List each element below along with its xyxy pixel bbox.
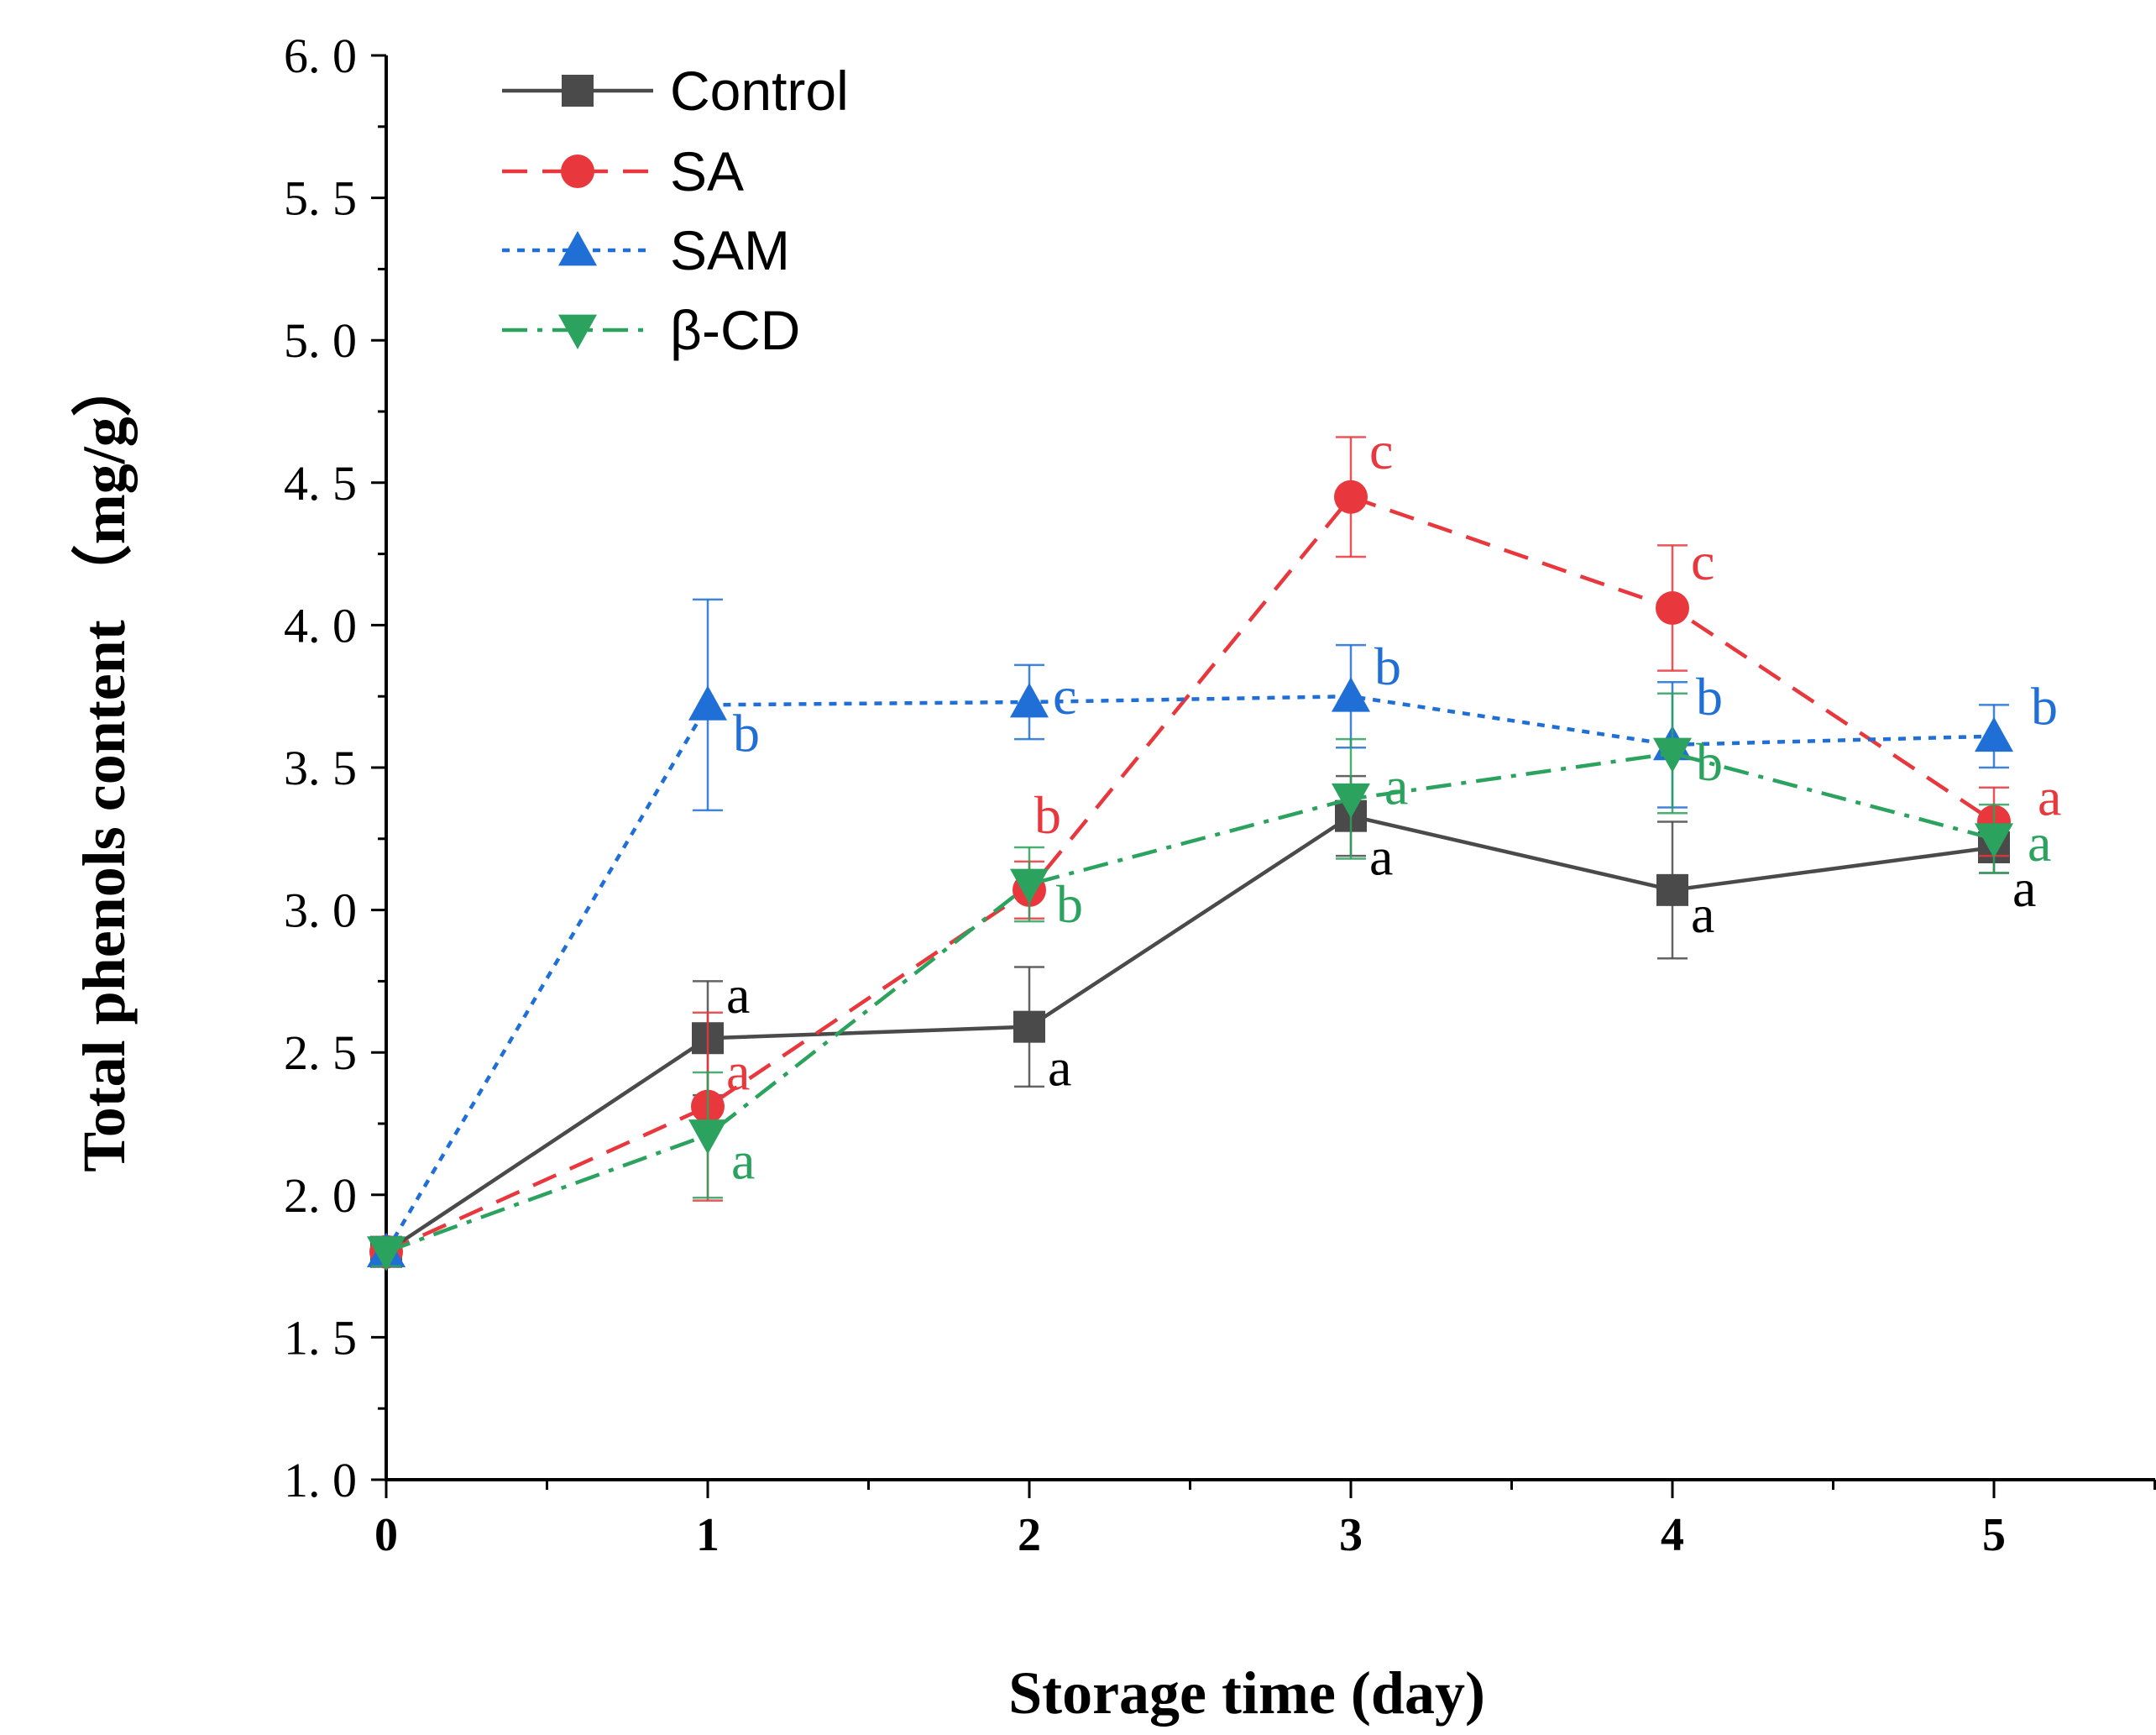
data-point-marker	[1975, 716, 2013, 752]
legend-label: SA	[670, 140, 744, 202]
series-sa	[369, 436, 2011, 1269]
significance-letter: a	[726, 965, 750, 1025]
data-point-marker	[1334, 480, 1368, 514]
significance-letter: a	[1048, 1038, 1071, 1098]
significance-letter: b	[1696, 732, 1723, 792]
significance-letter: b	[2031, 677, 2058, 736]
x-ticks: 0 1 2 3 4 5	[374, 1480, 2156, 1561]
y-tick-label: 5. 0	[284, 313, 357, 368]
data-point-marker	[1010, 682, 1049, 718]
legend-marker	[558, 314, 597, 349]
legend-item-sa: SA	[502, 140, 744, 202]
y-tick-label: 2. 5	[284, 1025, 357, 1080]
series--cd	[367, 692, 2013, 1271]
axes: 1. 0 1. 5 2. 0 2. 5 3. 0 3. 5 4. 0 4. 5 5. 0 5. 5…	[284, 29, 2156, 1561]
significance-letter: a	[2038, 767, 2061, 826]
data-point-marker	[1013, 1010, 1045, 1043]
data-point-marker	[688, 685, 727, 721]
legend-label: β-CD	[670, 299, 800, 361]
significance-letter: a	[1369, 827, 1393, 887]
legend-marker	[561, 155, 594, 188]
significance-letter: b	[1696, 667, 1723, 726]
y-tick-label: 3. 5	[284, 741, 357, 795]
significance-letter: a	[2012, 858, 2036, 918]
series-layer	[367, 436, 2013, 1271]
significance-letter: a	[2028, 813, 2051, 873]
legend-label: Control	[670, 60, 849, 122]
significance-letter: a	[731, 1131, 755, 1191]
significance-letter: c	[1053, 666, 1076, 726]
data-point-marker	[1332, 783, 1370, 819]
series-control	[370, 774, 2010, 1268]
data-point-marker	[1656, 873, 1688, 906]
significance-letter: c	[1691, 532, 1714, 591]
data-point-marker	[1010, 868, 1049, 904]
series-line	[385, 814, 1995, 1254]
significance-letter: a	[1691, 884, 1714, 944]
data-point-marker	[367, 1236, 406, 1271]
y-ticks: 1. 0 1. 5 2. 0 2. 5 3. 0 3. 5 4. 0 4. 5 5. 0 5. 5…	[284, 29, 386, 1507]
y-tick-label: 4. 0	[284, 598, 357, 653]
x-tick-label: 1	[696, 1509, 720, 1561]
legend-marker	[558, 231, 597, 266]
legend-label: SAM	[670, 219, 790, 281]
y-tick-label: 5. 5	[284, 171, 357, 226]
data-point-marker	[688, 1119, 727, 1155]
data-point-marker	[1332, 677, 1370, 712]
series-line	[385, 751, 1995, 1254]
x-tick-label: 5	[1982, 1509, 2006, 1561]
y-tick-label: 6. 0	[284, 29, 357, 83]
significance-letter: b	[1374, 637, 1401, 696]
legend-item--cd: β-CD	[502, 299, 800, 361]
legend: Control SA SAM β-CD	[502, 60, 849, 361]
legend-item-control: Control	[502, 60, 849, 122]
data-point-marker	[1653, 737, 1692, 773]
significance-letter: a	[726, 1042, 750, 1102]
significance-letter: c	[1369, 421, 1393, 480]
y-tick-label: 1. 5	[284, 1310, 357, 1365]
y-tick-label: 3. 0	[284, 883, 357, 938]
x-tick-label: 3	[1339, 1509, 1363, 1561]
series-line	[385, 495, 1996, 1254]
data-point-marker	[1975, 823, 2013, 858]
y-tick-label: 2. 0	[284, 1168, 357, 1223]
y-tick-label: 4. 5	[284, 456, 357, 511]
significance-letter: b	[733, 703, 760, 763]
y-axis-title: Total phenols content （mg/g）	[71, 356, 138, 1172]
legend-item-sam: SAM	[502, 219, 790, 281]
series-sam	[367, 598, 2013, 1268]
series-line	[385, 694, 1995, 1253]
legend-marker	[562, 75, 594, 107]
x-tick-label: 2	[1018, 1509, 1041, 1561]
x-tick-label: 0	[374, 1509, 398, 1561]
significance-letter: b	[1034, 785, 1061, 845]
x-axis-title: Storage time (day)	[1008, 1659, 1485, 1727]
x-tick-label: 4	[1661, 1509, 1684, 1561]
significance-letter: a	[1384, 756, 1408, 815]
data-point-marker	[1656, 591, 1689, 626]
y-tick-label: 1. 0	[284, 1453, 357, 1507]
significance-letter: b	[1056, 874, 1083, 934]
